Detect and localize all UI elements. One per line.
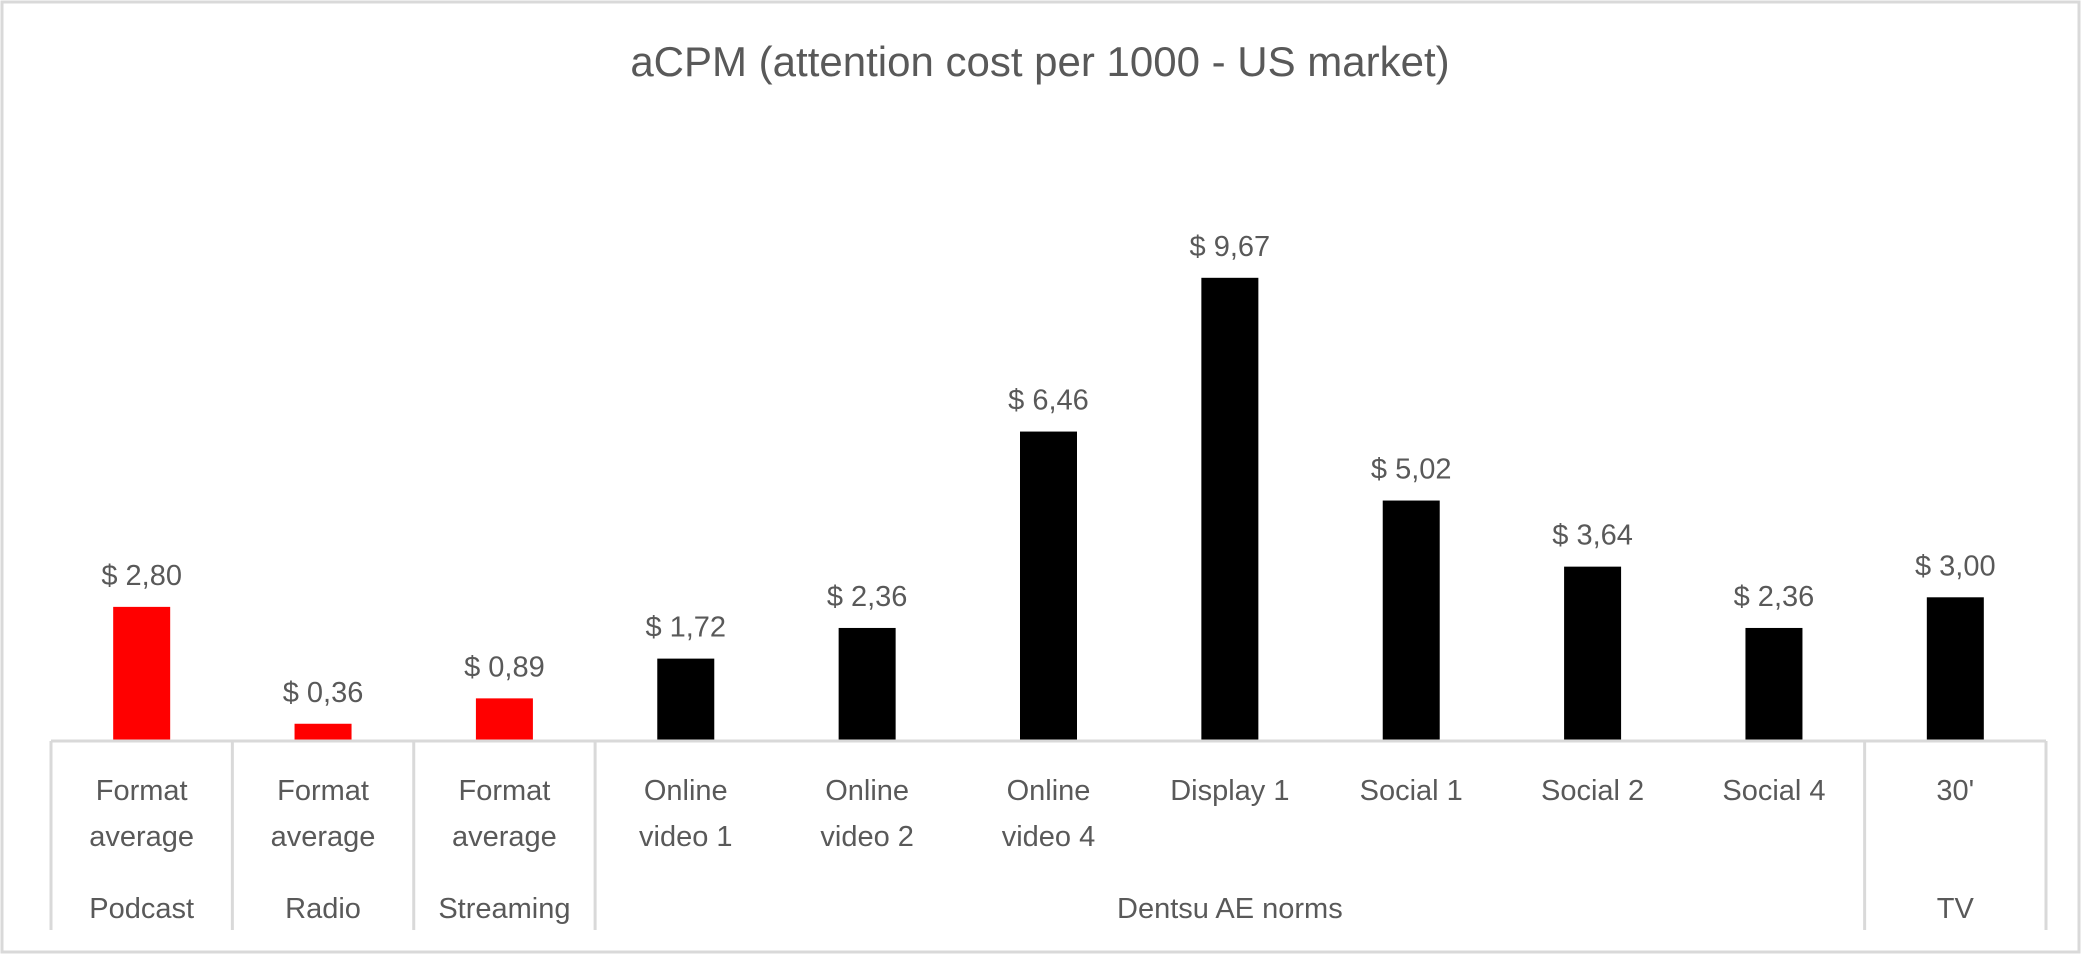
bar [1382, 500, 1440, 741]
category-label: average [271, 821, 376, 853]
data-label: $ 5,02 [1371, 454, 1452, 486]
data-label: $ 0,36 [283, 677, 364, 709]
category-label: Social 2 [1541, 775, 1644, 807]
data-label: $ 0,89 [464, 651, 545, 683]
category-label: video 2 [820, 821, 914, 853]
data-label: $ 3,00 [1915, 550, 1996, 582]
group-label: Streaming [438, 893, 570, 925]
category-label: Format [458, 775, 550, 807]
bar [1564, 566, 1622, 741]
bar [657, 658, 715, 741]
group-label: Radio [285, 893, 361, 925]
bar [113, 606, 171, 741]
bar [475, 698, 533, 741]
data-label: $ 3,64 [1552, 520, 1633, 552]
data-label: $ 1,72 [645, 612, 726, 644]
category-label: average [452, 821, 557, 853]
data-label: $ 2,36 [1734, 581, 1815, 613]
category-label: average [89, 821, 194, 853]
group-label: Dentsu AE norms [1117, 893, 1343, 925]
category-label: video 1 [639, 821, 733, 853]
category-label: Social 4 [1722, 775, 1825, 807]
bar [1745, 627, 1803, 741]
bar [294, 723, 352, 741]
data-label: $ 6,46 [1008, 385, 1089, 417]
bar [838, 627, 896, 741]
bar [1926, 597, 1984, 741]
category-axis: Format average Format average Format average O… [49, 739, 2048, 930]
chart-title: aCPM (attention cost per 1000 - US marke… [630, 38, 1449, 85]
category-label: Display 1 [1170, 775, 1289, 807]
data-label: $ 2,36 [827, 581, 908, 613]
category-label: Online [825, 775, 909, 807]
group-label: Podcast [89, 893, 194, 925]
category-label: Format [277, 775, 369, 807]
category-label: Online [1007, 775, 1091, 807]
group-label: TV [1937, 893, 1975, 925]
bar [1020, 431, 1077, 741]
category-label: Social 1 [1360, 775, 1463, 807]
category-label: video 4 [1002, 821, 1096, 853]
bar [1201, 277, 1259, 741]
category-label: Format [96, 775, 188, 807]
data-label: $ 9,67 [1190, 231, 1271, 263]
category-label: 30' [1936, 775, 1974, 807]
data-label: $ 2,80 [101, 560, 182, 592]
bars: $ 2,80 $ 0,36 $ 0,89 $ 1,72 $ 2,36 $ 6,46 $ 9,… [101, 231, 1996, 741]
category-label: Online [644, 775, 728, 807]
